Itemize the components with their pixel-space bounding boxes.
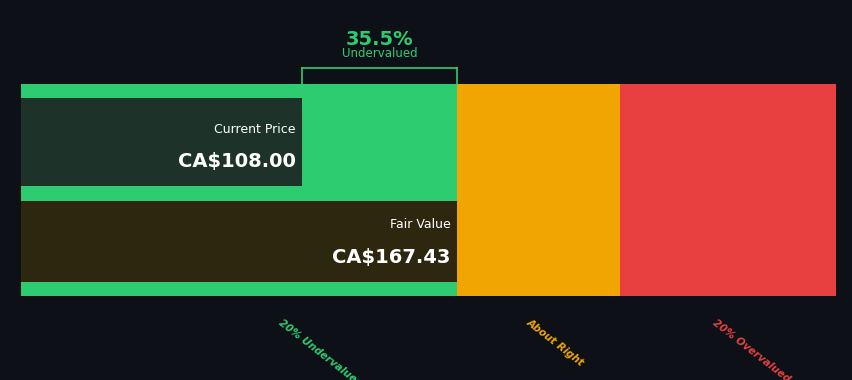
Bar (619, 84, 835, 296)
Text: Fair Value: Fair Value (389, 218, 450, 231)
Text: 20% Undervalued: 20% Undervalued (276, 317, 363, 380)
Text: CA$167.43: CA$167.43 (331, 248, 450, 267)
Text: Undervalued: Undervalued (342, 48, 417, 60)
Text: CA$108.00: CA$108.00 (177, 152, 296, 171)
Text: Current Price: Current Price (214, 122, 296, 136)
Bar (21, 201, 457, 282)
Bar (457, 84, 619, 296)
Bar (21, 98, 302, 186)
Text: About Right: About Right (524, 317, 584, 368)
Text: 35.5%: 35.5% (346, 30, 413, 49)
Bar (21, 84, 457, 296)
Text: 20% Overvalued: 20% Overvalued (711, 317, 792, 380)
